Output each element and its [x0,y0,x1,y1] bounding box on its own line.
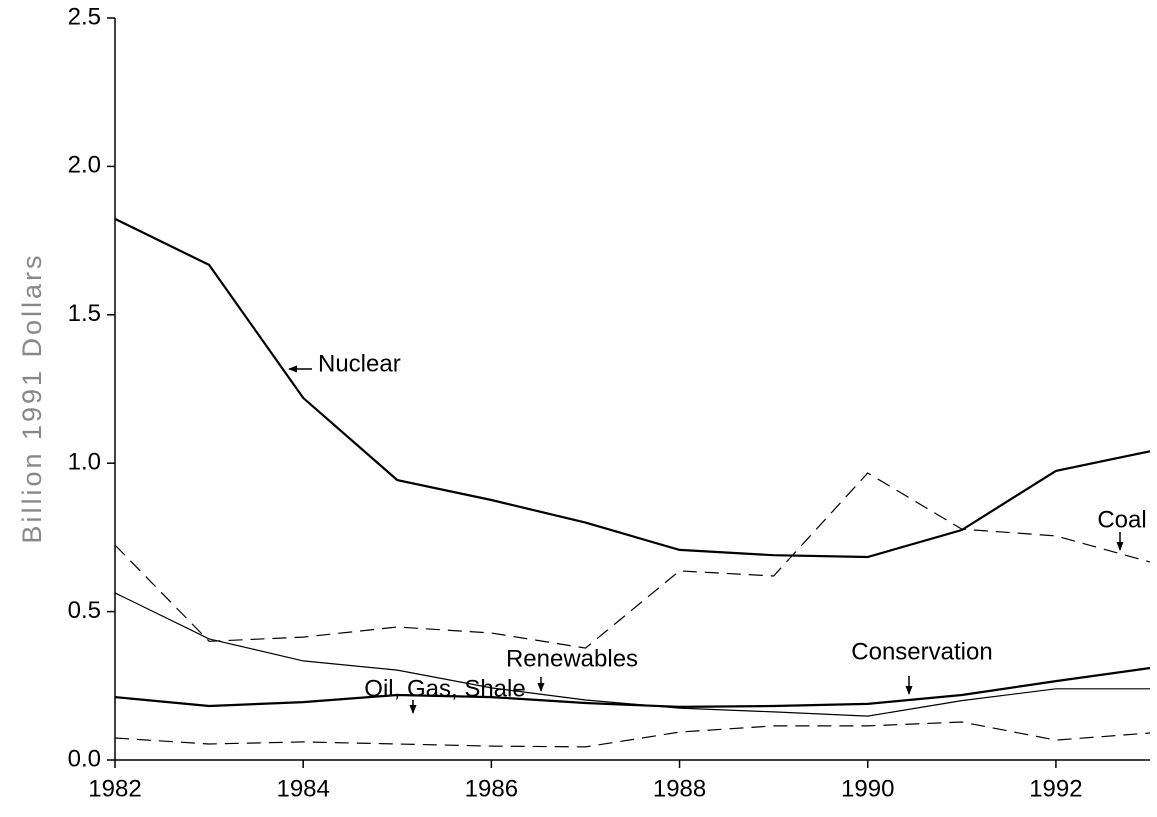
x-tick-label: 1986 [465,775,518,802]
x-tick-label: 1990 [841,775,894,802]
series-line [114,217,1151,559]
series-annotation: Coal [1097,506,1146,533]
x-tick-label: 1992 [1029,775,1082,802]
series-annotation: Renewables [506,645,638,672]
series-annotation: Conservation [851,638,992,665]
y-tick-label: 2.5 [68,3,101,30]
x-tick-label: 1984 [276,775,329,802]
series-annotation: Oil, Gas, Shale [364,675,525,702]
x-tick-label: 1982 [88,775,141,802]
y-tick-label: 1.5 [68,300,101,327]
x-tick-label: 1988 [653,775,706,802]
series-line [114,721,1151,748]
y-tick-label: 0.5 [68,597,101,624]
y-tick-label: 0.0 [68,745,101,772]
y-tick-label: 1.0 [68,449,101,476]
series-line [114,472,1151,649]
series-line [114,666,1151,709]
y-axis-label: Billion 1991 Dollars [17,252,47,543]
y-tick-label: 2.0 [68,152,101,179]
series-annotation: Nuclear [318,350,401,377]
